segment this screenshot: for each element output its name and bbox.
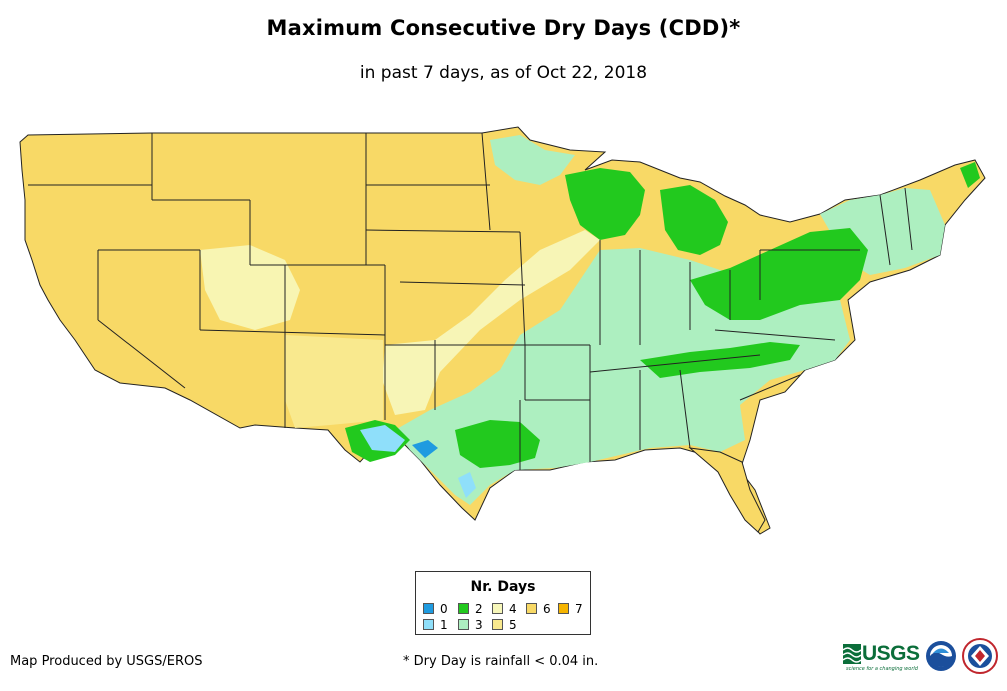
zone-1day-west-texas bbox=[360, 425, 405, 452]
map-title: Maximum Consecutive Dry Days (CDD)* bbox=[266, 16, 741, 40]
legend-label-7: 7 bbox=[575, 602, 583, 616]
legend-swatch-3 bbox=[458, 619, 469, 630]
usgs-logo: USGS science for a changing world bbox=[843, 642, 920, 672]
state-borders bbox=[28, 132, 913, 470]
usgs-wave-icon bbox=[843, 644, 861, 664]
legend-swatch-5 bbox=[492, 619, 503, 630]
legend-label-3: 3 bbox=[475, 618, 483, 632]
noaa-logo bbox=[926, 641, 956, 671]
zone-2days-maine bbox=[960, 162, 980, 188]
zone-5days-nm bbox=[285, 335, 383, 428]
legend-swatch-1 bbox=[423, 619, 434, 630]
zone-2days-texas bbox=[455, 420, 540, 468]
legend-label-2: 2 bbox=[475, 602, 483, 616]
nws-logo bbox=[962, 638, 998, 674]
legend-label-4: 4 bbox=[509, 602, 517, 616]
legend-label-0: 0 bbox=[440, 602, 448, 616]
zone-2days-great-lakes bbox=[565, 168, 645, 240]
dry-day-footnote: * Dry Day is rainfall < 0.04 in. bbox=[403, 654, 599, 669]
zone-2days-michigan bbox=[660, 185, 728, 255]
legend-title: Nr. Days bbox=[470, 579, 536, 595]
zone-1day-tx-coast bbox=[458, 472, 476, 498]
map-credit: Map Produced by USGS/EROS bbox=[10, 654, 203, 669]
zone-3days-upper-midwest bbox=[490, 135, 575, 185]
legend-swatch-4 bbox=[492, 603, 503, 614]
zone-2days-tn-valley bbox=[640, 342, 800, 378]
zone-4days-west bbox=[200, 245, 300, 330]
legend-label-1: 1 bbox=[440, 618, 448, 632]
legend-swatch-0 bbox=[423, 603, 434, 614]
legend-label-5: 5 bbox=[509, 618, 517, 632]
legend-swatch-2 bbox=[458, 603, 469, 614]
zone-2days-ohio-pa bbox=[690, 228, 868, 320]
legend-box: Nr. Days 0 1 2 3 4 5 6 7 bbox=[415, 571, 591, 635]
legend-swatch-6 bbox=[526, 603, 537, 614]
florida-peninsula bbox=[688, 447, 766, 533]
legend-swatch-7 bbox=[558, 603, 569, 614]
usgs-wordmark: USGS bbox=[862, 642, 920, 665]
map-subtitle: in past 7 days, as of Oct 22, 2018 bbox=[359, 63, 648, 83]
zone-0days-texas bbox=[412, 440, 438, 458]
usgs-tagline: science for a changing world bbox=[846, 666, 918, 672]
zone-4days-plains bbox=[382, 230, 600, 415]
legend-label-6: 6 bbox=[543, 602, 551, 616]
